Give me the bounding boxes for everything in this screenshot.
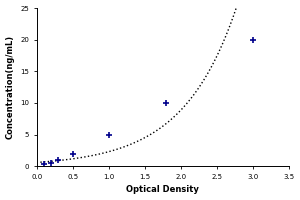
- Y-axis label: Concentration(ng/mL): Concentration(ng/mL): [6, 35, 15, 139]
- X-axis label: Optical Density: Optical Density: [126, 185, 199, 194]
